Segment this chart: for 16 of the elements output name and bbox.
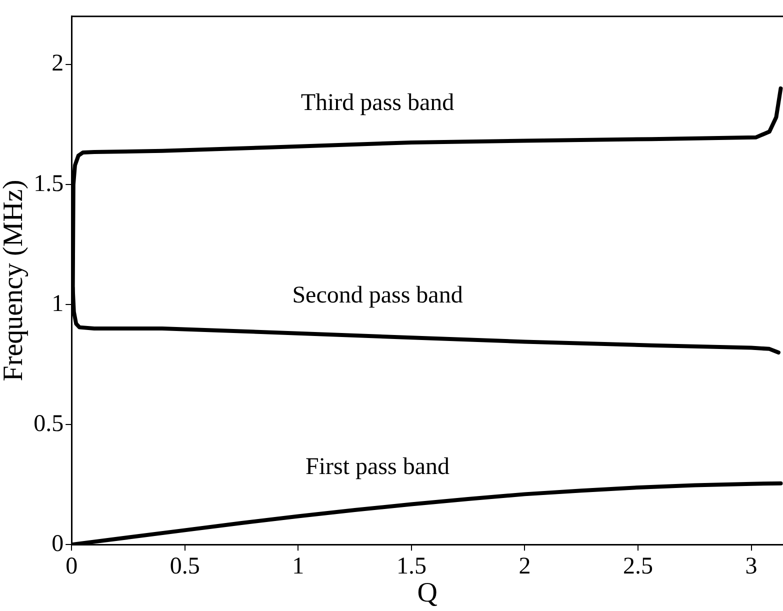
x-tick-label: 3 xyxy=(745,553,758,580)
x-tick-label: 2 xyxy=(518,553,531,580)
y-tick-label: 2 xyxy=(52,50,64,77)
y-tick-label: 0 xyxy=(52,530,64,557)
x-tick-label: 2.5 xyxy=(623,553,653,580)
y-tick-label: 1 xyxy=(52,290,64,317)
y-axis-title: Frequency (MHz) xyxy=(0,180,30,382)
series-label: Second pass band xyxy=(292,282,463,309)
series-label: Third pass band xyxy=(300,90,454,116)
y-tick-label: 1.5 xyxy=(34,170,64,197)
x-tick-label: 1.5 xyxy=(396,553,426,580)
y-tick-label: 0.5 xyxy=(34,410,64,437)
series-label: First pass band xyxy=(306,454,450,480)
x-tick-label: 1 xyxy=(292,553,304,580)
x-axis-title: Q xyxy=(417,578,438,609)
x-tick-label: 0.5 xyxy=(170,553,200,580)
